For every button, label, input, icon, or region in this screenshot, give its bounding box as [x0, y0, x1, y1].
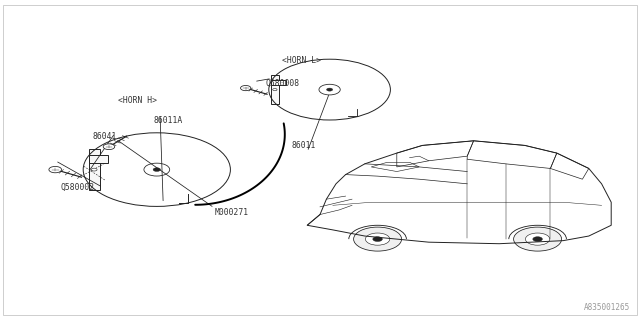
Bar: [271, 75, 279, 104]
Text: 86011: 86011: [291, 141, 316, 150]
Bar: [89, 149, 99, 190]
Circle shape: [514, 227, 562, 251]
Circle shape: [103, 144, 115, 150]
Circle shape: [49, 166, 61, 173]
Circle shape: [353, 227, 402, 251]
Circle shape: [372, 237, 383, 242]
Ellipse shape: [326, 88, 333, 91]
Bar: [89, 155, 108, 164]
Bar: [271, 80, 285, 85]
Circle shape: [92, 168, 97, 171]
Circle shape: [273, 89, 277, 91]
Ellipse shape: [153, 168, 161, 172]
Text: A835001265: A835001265: [584, 303, 630, 312]
Text: Q580008: Q580008: [266, 79, 300, 88]
Text: M000271: M000271: [214, 208, 248, 217]
Circle shape: [241, 85, 251, 91]
Text: Q580002: Q580002: [61, 183, 95, 192]
Text: 86041: 86041: [93, 132, 117, 140]
Circle shape: [525, 233, 550, 245]
Circle shape: [365, 233, 390, 245]
Text: <HORN H>: <HORN H>: [118, 96, 157, 105]
Text: <HORN L>: <HORN L>: [282, 56, 321, 65]
Circle shape: [533, 237, 543, 242]
Text: 86011A: 86011A: [154, 116, 183, 124]
